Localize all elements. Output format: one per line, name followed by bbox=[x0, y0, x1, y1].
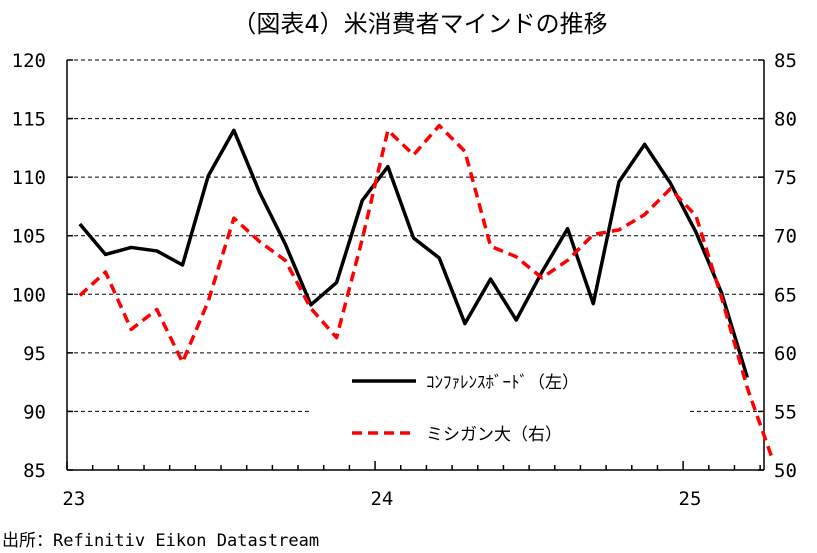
chart-title: （図表4）米消費者マインドの推移 bbox=[232, 10, 607, 38]
left-tick-label: 105 bbox=[12, 226, 46, 248]
left-tick-label: 90 bbox=[23, 401, 46, 423]
legend-label-conference-board: ｺﾝﾌｧﾚﾝｽﾎﾞｰﾄﾞ（左） bbox=[426, 373, 579, 393]
series-line-michigan bbox=[78, 123, 775, 462]
left-y-axis: 85 90 95 100 105 110 115 120 bbox=[12, 50, 73, 482]
legend-label-michigan: ミシガン大（右） bbox=[426, 425, 562, 445]
left-tick-label: 100 bbox=[12, 284, 46, 306]
right-tick-label: 55 bbox=[774, 401, 797, 423]
x-tick-label: 25 bbox=[679, 488, 702, 510]
right-tick-label: 85 bbox=[774, 50, 797, 72]
right-tick-label: 60 bbox=[774, 343, 797, 365]
x-tick-label: 23 bbox=[62, 488, 85, 510]
right-tick-label: 65 bbox=[774, 284, 797, 306]
x-tick-label: 24 bbox=[370, 488, 393, 510]
series-line-conference-board bbox=[78, 128, 749, 378]
right-tick-label: 70 bbox=[774, 226, 797, 248]
left-tick-label: 95 bbox=[23, 343, 46, 365]
left-tick-label: 120 bbox=[12, 50, 46, 72]
right-y-axis: 50 55 60 65 70 75 80 85 bbox=[758, 50, 797, 482]
right-tick-label: 80 bbox=[774, 109, 797, 131]
source-note: 出所：Refinitiv Eikon Datastream bbox=[2, 531, 319, 551]
left-tick-label: 110 bbox=[12, 167, 46, 189]
left-tick-label: 85 bbox=[23, 460, 46, 482]
series-lines bbox=[78, 123, 775, 462]
x-axis: 23 24 25 bbox=[62, 461, 761, 510]
legend: ｺﾝﾌｧﾚﾝｽﾎﾞｰﾄﾞ（左） ミシガン大（右） bbox=[312, 358, 688, 456]
left-tick-label: 115 bbox=[12, 109, 46, 131]
grid bbox=[66, 59, 765, 471]
right-tick-label: 75 bbox=[774, 167, 797, 189]
right-tick-label: 50 bbox=[774, 460, 797, 482]
legend-background bbox=[312, 358, 688, 456]
